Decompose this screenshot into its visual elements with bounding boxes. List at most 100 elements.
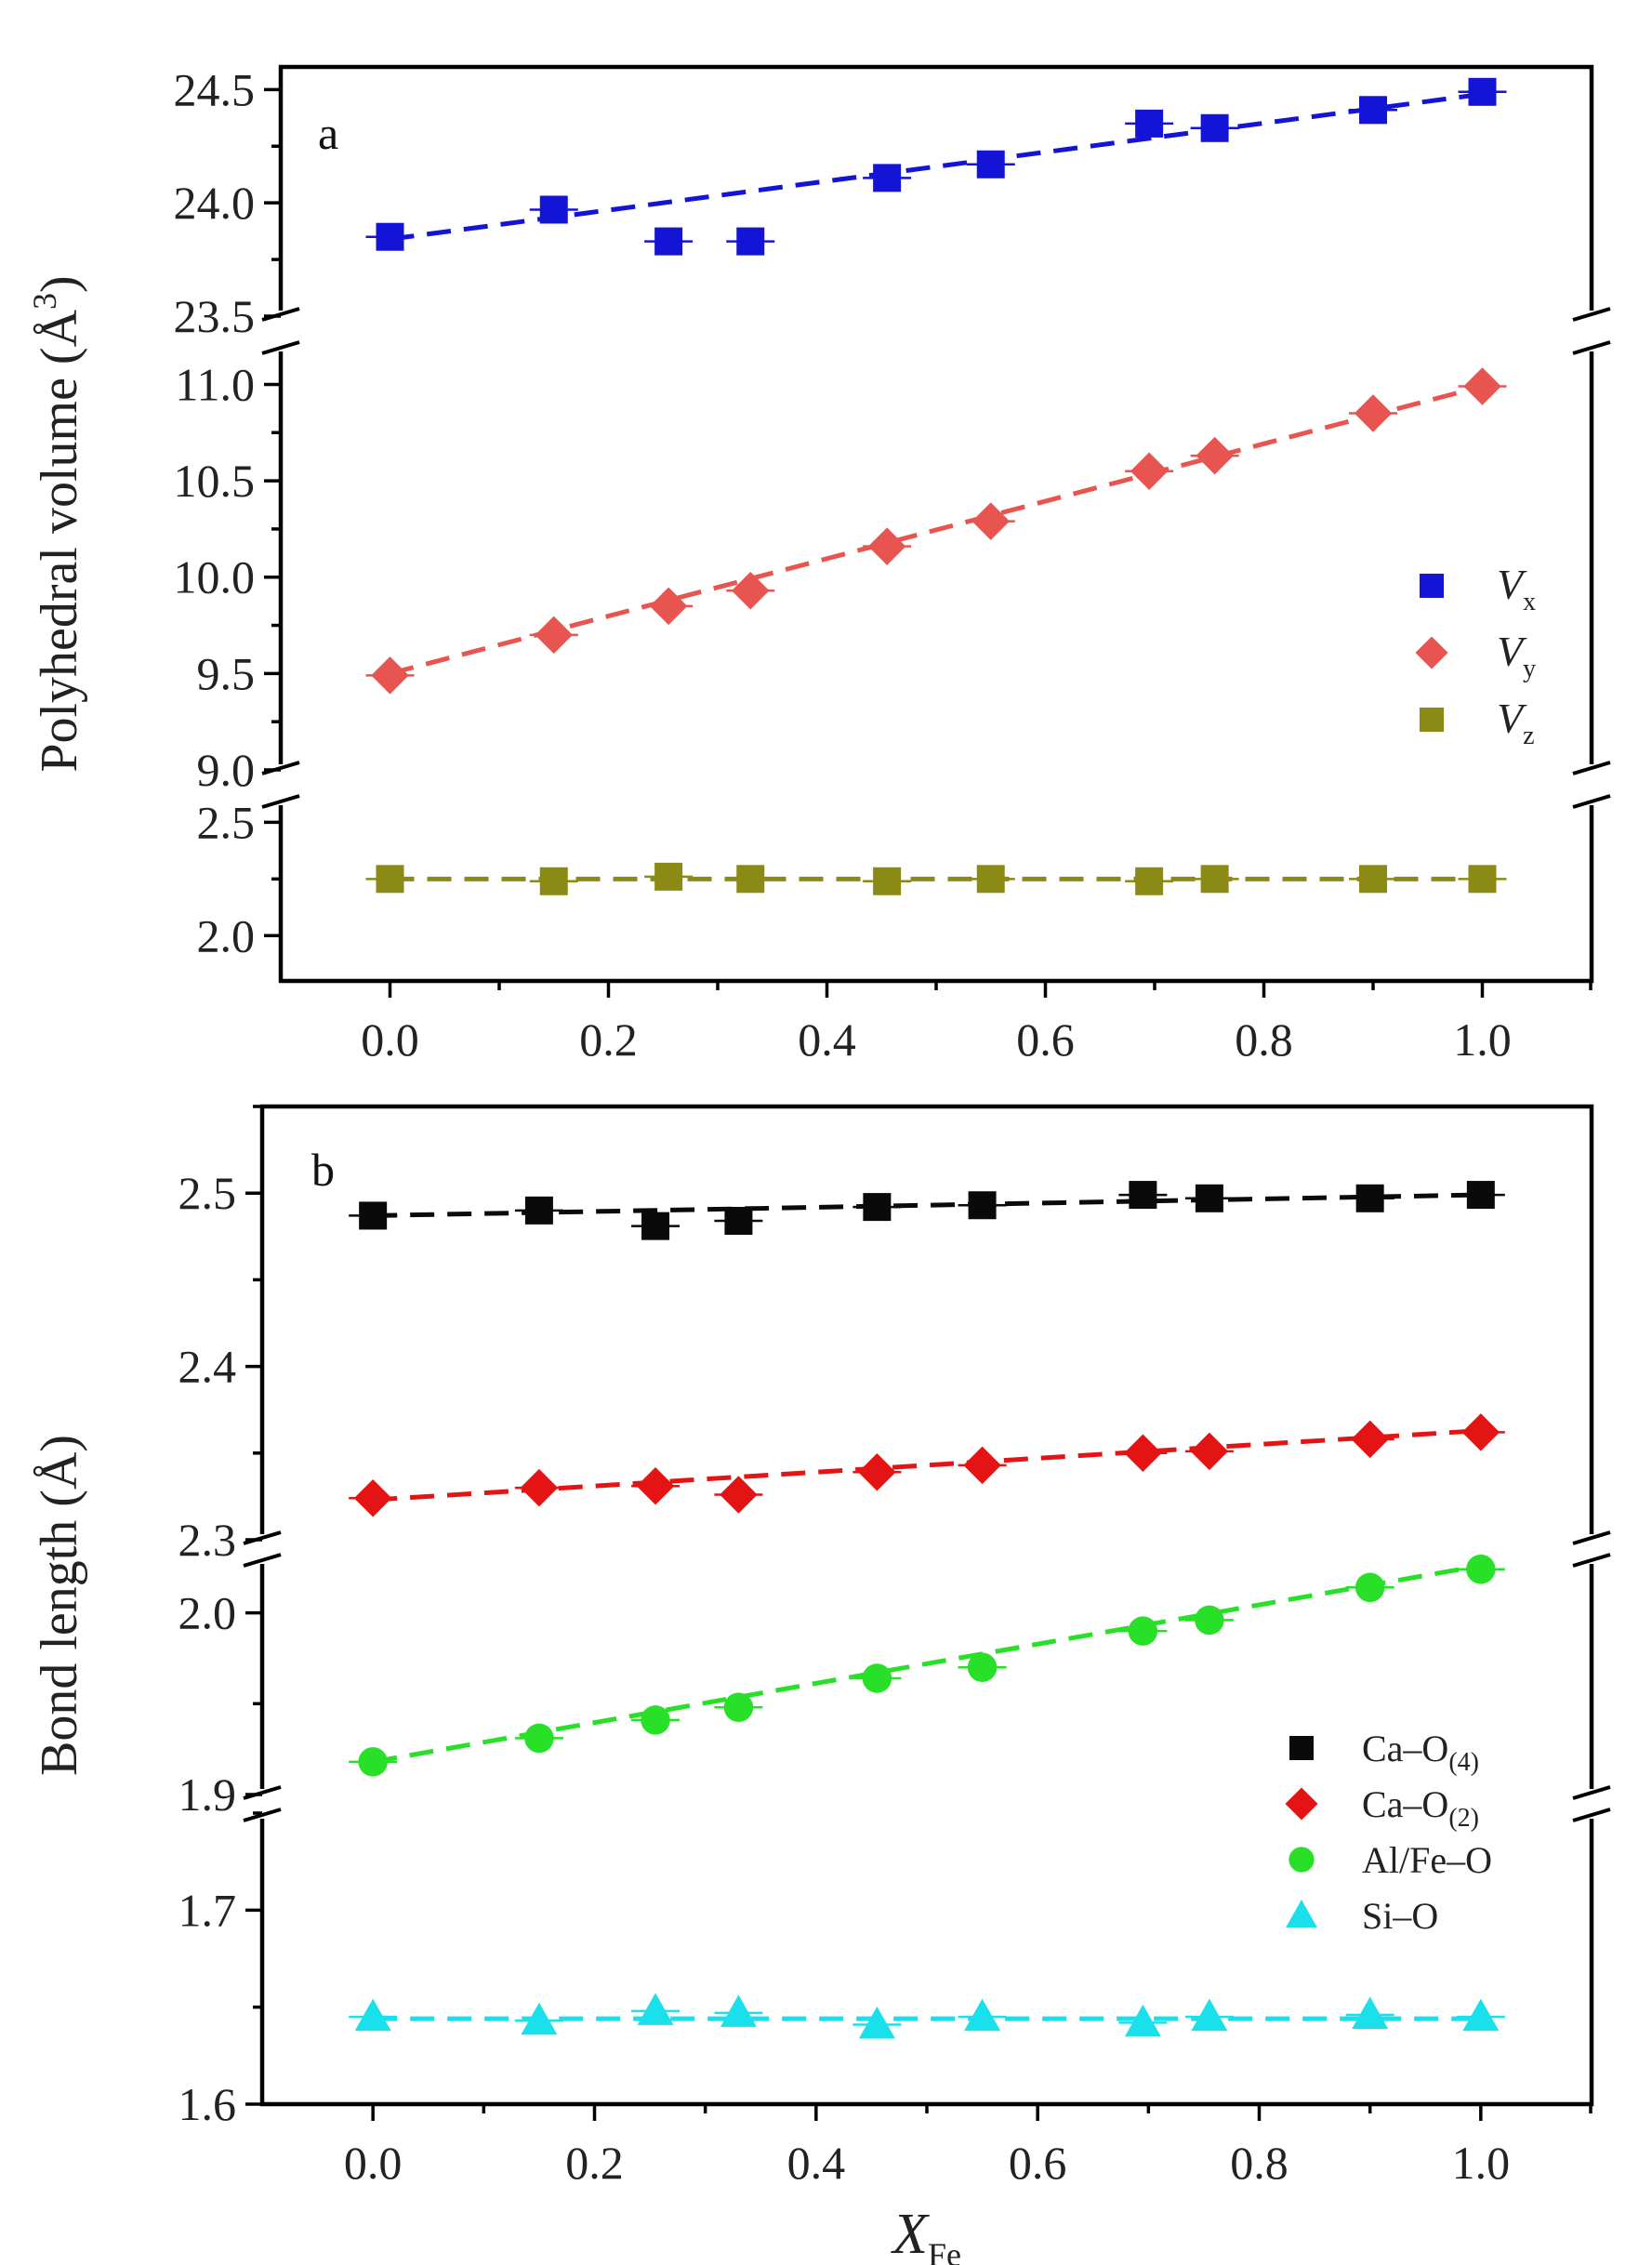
data-point <box>1351 1420 1389 1459</box>
data-point <box>637 1993 674 2025</box>
panel-b: 0.0 0.2 0.4 0.6 0.8 1.0 1.6 1.7 1.9 2.0 2.3 2.4 2.5 B… <box>31 1104 1611 2265</box>
data-point <box>968 1191 997 1220</box>
axis-break-mark <box>1572 340 1611 355</box>
axis-break-gap <box>273 311 288 351</box>
data-point <box>1359 865 1387 894</box>
data-point <box>1195 1605 1224 1636</box>
data-point <box>376 222 404 251</box>
axis-break-mark <box>1572 307 1611 322</box>
data-point <box>862 1663 892 1693</box>
y-tick-label: 9.0 <box>197 744 256 796</box>
y-tick-label: 10.5 <box>174 455 256 507</box>
axis-break-mark <box>1572 1808 1611 1822</box>
data-point <box>520 1468 559 1507</box>
axis-break-gap <box>1584 1789 1599 1819</box>
legend-label: Vz <box>1497 695 1535 750</box>
y-tick-label: 2.4 <box>178 1341 237 1393</box>
axis-break-mark <box>1572 1553 1611 1568</box>
data-point <box>654 227 683 256</box>
x-tick-label: 0.2 <box>579 1013 638 1066</box>
axis-break-gap <box>255 1534 270 1564</box>
legend-marker <box>1420 708 1444 732</box>
data-point <box>641 1212 670 1240</box>
data-point <box>1354 394 1393 432</box>
data-point <box>963 1446 1001 1485</box>
y-axis-label-end: ) <box>31 275 88 293</box>
legend-label: Ca–O(4) <box>1362 1728 1479 1777</box>
data-point <box>1359 96 1387 125</box>
data-point <box>1461 1413 1500 1451</box>
y-axis-label: Bond length (Å) <box>31 1435 88 1776</box>
data-point <box>1355 1184 1384 1212</box>
data-point <box>867 527 906 565</box>
legend-marker <box>1420 574 1444 598</box>
x-axis-label-sub: Fe <box>928 2236 961 2265</box>
data-point <box>1195 1184 1223 1212</box>
fit-line <box>389 384 1484 676</box>
series-al-fe-o <box>349 1554 1505 1777</box>
data-point <box>654 862 683 891</box>
plot-frame <box>259 1104 1594 2107</box>
x-tick-label: 0.2 <box>565 2137 624 2189</box>
data-point <box>967 1652 998 1682</box>
y-tick-label: 1.7 <box>178 1884 237 1936</box>
series-si-o <box>349 1993 1505 2039</box>
data-point <box>521 2002 558 2035</box>
x-tick-label: 1.0 <box>1453 1013 1512 1066</box>
axis-break-mark <box>243 1785 282 1800</box>
series-vz <box>365 862 1507 895</box>
y-tick-label: 24.5 <box>174 63 256 115</box>
y-tick-label: 1.9 <box>178 1768 237 1821</box>
legend-label: Vy <box>1497 628 1536 683</box>
data-point <box>524 1723 554 1754</box>
x-tick-label: 0.0 <box>361 1013 419 1066</box>
x-axis-label-main: X <box>890 2203 930 2265</box>
y-tick-label: 24.0 <box>174 177 256 229</box>
data-point <box>539 195 568 224</box>
legend-label-main: V <box>1497 628 1527 675</box>
data-point <box>1135 109 1164 138</box>
axis-break-mark <box>261 761 300 775</box>
y-tick-label: 2.0 <box>178 1587 237 1639</box>
data-point <box>524 1196 553 1225</box>
y-tick-label: 10.0 <box>174 551 256 603</box>
legend-marker <box>1285 1787 1318 1821</box>
data-point <box>858 1453 896 1491</box>
data-point <box>636 1466 675 1505</box>
data-point <box>353 1479 392 1517</box>
y-tick-label: 2.5 <box>197 796 256 848</box>
legend-label-sub: y <box>1523 655 1536 683</box>
x-tick-label: 1.0 <box>1452 2137 1511 2189</box>
legend-label: Si–O <box>1362 1895 1438 1937</box>
data-point <box>1462 1998 1500 2032</box>
data-point <box>1200 113 1229 142</box>
y-tick-label: 11.0 <box>175 358 255 410</box>
data-point <box>1466 1554 1496 1584</box>
axis-break-gap <box>255 1789 270 1819</box>
data-point <box>873 867 902 895</box>
legend-marker <box>1289 1736 1314 1760</box>
data-point <box>354 1998 391 2032</box>
data-point <box>724 1207 753 1236</box>
data-point <box>1124 1434 1162 1473</box>
axis-break-mark <box>243 1530 282 1545</box>
y-tick-label: 2.3 <box>178 1514 237 1566</box>
data-point <box>358 1747 388 1777</box>
x-tick-label: 0.8 <box>1235 1013 1293 1066</box>
data-point <box>1200 865 1229 894</box>
data-point <box>1468 865 1497 894</box>
data-point <box>535 616 573 655</box>
legend-label-main: V <box>1497 695 1527 742</box>
data-point <box>971 502 1010 540</box>
axis-break-mark <box>243 1553 282 1568</box>
x-tick-label: 0.6 <box>1016 1013 1075 1066</box>
y-tick-label: 1.6 <box>178 2078 237 2130</box>
y-axis-label: Polyhedral volume (Å3) <box>26 275 88 772</box>
x-tick-label: 0.0 <box>344 2137 403 2189</box>
legend-label-main: Ca–O <box>1362 1783 1448 1825</box>
legend: Ca–O(4)Ca–O(2)Al/Fe–OSi–O <box>1285 1728 1492 1937</box>
axis-break-mark <box>1572 1785 1611 1800</box>
data-point <box>539 867 568 895</box>
